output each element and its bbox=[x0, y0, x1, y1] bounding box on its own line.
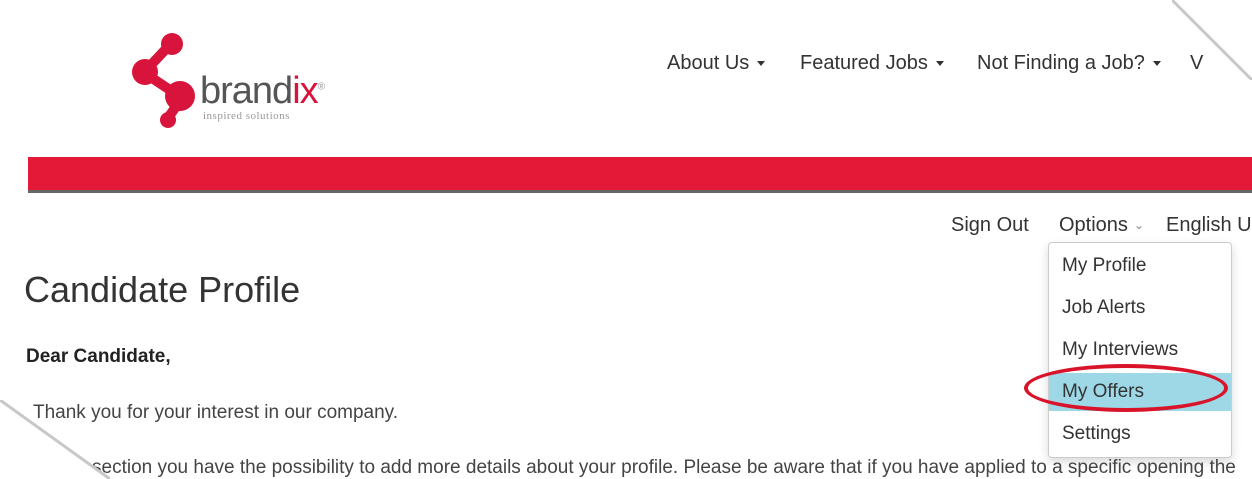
brandix-logo-mark-icon bbox=[130, 30, 205, 130]
nav-about-us-label: About Us bbox=[667, 52, 749, 74]
caret-down-icon bbox=[1153, 61, 1161, 66]
language-selector[interactable]: English U bbox=[1166, 214, 1252, 237]
menu-item-my-profile[interactable]: My Profile bbox=[1049, 247, 1231, 285]
greeting-text: Dear Candidate, bbox=[26, 346, 171, 368]
page-curl-left-decoration bbox=[0, 400, 110, 479]
brand-name-main: brand bbox=[200, 70, 292, 112]
menu-item-settings[interactable]: Settings bbox=[1049, 415, 1231, 453]
options-menu-toggle[interactable]: Options ⌄ bbox=[1059, 214, 1144, 237]
brandix-logo[interactable]: brandix® inspired solutions bbox=[130, 30, 330, 130]
nav-featured-jobs-label: Featured Jobs bbox=[800, 52, 928, 74]
options-dropdown-menu: My Profile Job Alerts My Interviews My O… bbox=[1048, 242, 1232, 458]
chevron-down-icon: ⌄ bbox=[1134, 218, 1144, 232]
menu-item-job-alerts[interactable]: Job Alerts bbox=[1049, 289, 1231, 327]
options-label: Options bbox=[1059, 214, 1128, 236]
caret-down-icon bbox=[757, 61, 765, 66]
brand-name-accent: ix bbox=[292, 70, 317, 112]
caret-down-icon bbox=[936, 61, 944, 66]
menu-item-my-interviews[interactable]: My Interviews bbox=[1049, 331, 1231, 369]
brand-name: brandix® bbox=[200, 72, 324, 110]
header-banner bbox=[28, 157, 1252, 193]
nav-about-us[interactable]: About Us bbox=[667, 52, 765, 75]
nav-not-finding-job-label: Not Finding a Job? bbox=[977, 52, 1145, 74]
brand-tagline: inspired solutions bbox=[203, 110, 290, 122]
registered-mark: ® bbox=[318, 81, 324, 92]
menu-item-my-offers[interactable]: My Offers bbox=[1049, 373, 1231, 411]
nav-not-finding-job[interactable]: Not Finding a Job? bbox=[977, 52, 1161, 75]
sign-out-link[interactable]: Sign Out bbox=[951, 214, 1029, 237]
page-curl-right-decoration bbox=[1172, 0, 1252, 80]
nav-featured-jobs[interactable]: Featured Jobs bbox=[800, 52, 944, 75]
profile-info-paragraph: section you have the possibility to add … bbox=[92, 457, 1236, 479]
top-navigation: About Us Featured Jobs Not Finding a Job… bbox=[0, 52, 1252, 76]
page-title: Candidate Profile bbox=[24, 268, 300, 311]
